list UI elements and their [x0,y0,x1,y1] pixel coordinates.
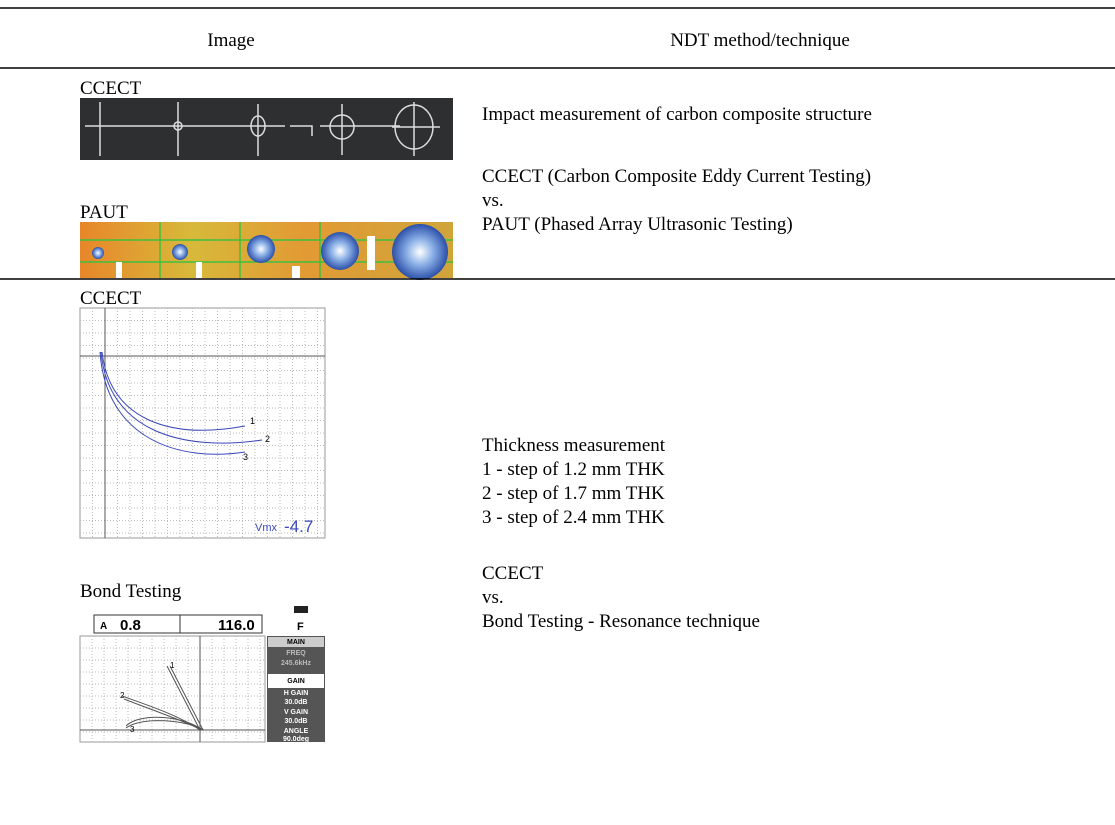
menu-item: 90.0deg [283,736,309,743]
description: 1 - step of 1.2 mm THK [482,459,665,480]
paut-image [80,222,453,280]
curve-label: 1 [170,661,175,670]
readout-label: Vmx [255,522,278,534]
menu-panel [267,636,325,742]
menu-item: 245.6kHz [281,660,311,667]
image-label: CCECT [80,78,142,99]
menu-item: FREQ [286,650,306,657]
description: PAUT (Phased Array Ultrasonic Testing) [482,214,793,235]
curve-label: 3 [130,725,135,734]
description: Thickness measurement [482,435,666,456]
menu-item: H GAIN [284,690,309,697]
description: CCECT [482,563,544,584]
menu-item: 30.0dB [285,699,308,706]
description: CCECT (Carbon Composite Eddy Current Tes… [482,166,871,187]
readout: 116.0 [218,617,255,634]
menu-item: GAIN [287,678,305,685]
readout: A [100,621,107,632]
curve-label: 2 [120,691,125,700]
header-cell: NDT method/technique [670,30,850,51]
curve-label: 2 [265,434,270,444]
menu-box [268,674,324,688]
image-label: PAUT [80,202,128,223]
description: 3 - step of 2.4 mm THK [482,507,665,528]
readout: F [297,621,304,633]
menu-item: ANGLE [284,728,309,735]
description: vs. [482,587,504,608]
menu-item: V GAIN [284,709,308,716]
image-label: Bond Testing [80,581,182,602]
description: vs. [482,190,504,211]
curve-label: 1 [250,416,255,426]
description: Impact measurement of carbon composite s… [482,104,872,125]
menu-item: MAIN [287,639,305,646]
bond-screen: A 0.8 116.0 F 1 2 3 MAIN FREQ 245.6kHz GAIN… [79,606,325,743]
menu-box [268,637,324,647]
header-cell: Image [207,30,254,51]
description: Bond Testing - Resonance technique [482,611,760,632]
curve-label: 3 [243,452,248,462]
ccect-image [80,98,453,160]
description: 2 - step of 1.7 mm THK [482,483,665,504]
image-label: CCECT [80,288,142,309]
readout: 0.8 [120,617,141,634]
menu-item: 30.0dB [285,718,308,725]
thickness-screen: 1 2 3 Vmx -4.7 [79,307,326,539]
readout-value: -4.7 [284,517,313,536]
